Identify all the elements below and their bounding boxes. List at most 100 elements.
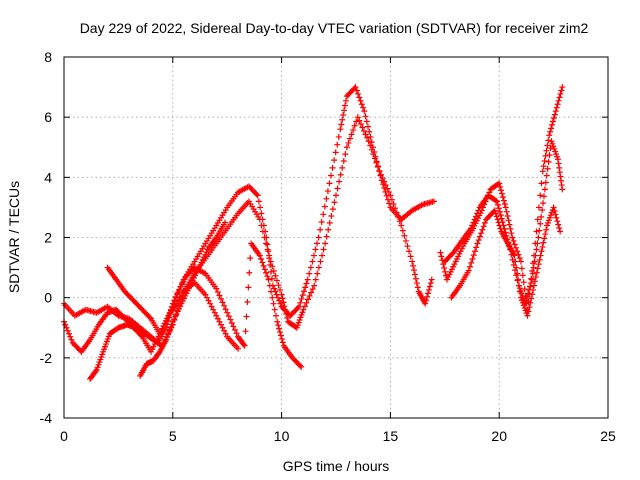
data-point [428,276,435,283]
data-point [550,204,557,211]
data-point [527,299,534,306]
data-point [497,183,504,190]
data-point [242,328,249,335]
data-point [261,266,268,273]
data-point [497,212,504,219]
data-point [528,295,535,302]
data-point [398,222,405,229]
data-point [269,294,276,301]
data-point [521,286,528,293]
data-point [340,112,347,119]
data-point [284,314,291,321]
data-point [381,178,388,185]
data-point [404,243,411,250]
series-track-5 [137,219,229,379]
data-point [311,282,318,289]
data-point [65,330,72,337]
data-point [309,286,316,293]
data-point [496,222,503,229]
data-point [216,292,223,299]
data-point [494,201,501,208]
data-point [514,248,521,255]
data-point [279,295,286,302]
data-point [263,269,270,276]
data-point [231,326,238,333]
data-point [449,250,456,257]
data-point [551,111,558,118]
data-point [540,200,547,207]
data-point [301,303,308,310]
data-point [246,269,253,276]
data-point [480,223,487,230]
data-point [264,246,271,253]
data-point [216,318,223,325]
data-point [277,329,284,336]
data-point [306,292,313,299]
data-point [534,216,541,223]
plot-frame [63,56,609,419]
data-point [257,204,264,211]
data-point [478,230,485,237]
data-point [362,113,369,120]
data-point [430,198,437,205]
data-point [469,255,476,262]
data-point [259,228,266,235]
data-point [469,222,476,229]
data-point [355,90,362,97]
data-point [305,296,312,303]
data-point [425,290,432,297]
data-point [553,214,560,221]
y-axis-label: SDTVAR / TECUs [6,181,22,293]
data-point [268,288,275,295]
data-point [363,118,370,125]
data-point [367,133,374,140]
data-point [422,300,429,307]
data-point [427,280,434,287]
y-tick-label: 8 [44,49,52,65]
data-point [413,280,420,287]
data-point [319,252,326,259]
data-point [310,252,317,259]
data-point [495,205,502,212]
data-point [171,297,178,304]
series-track-6 [437,84,566,313]
data-point [557,90,564,97]
data-point [540,163,547,170]
data-point [222,330,229,337]
data-point [559,84,566,91]
data-point [165,312,172,319]
data-point [426,283,433,290]
data-point [266,282,273,289]
data-point [282,307,289,314]
data-point [342,102,349,109]
data-point [524,312,531,319]
data-point [146,314,153,321]
series-track-7 [441,138,566,307]
data-point [325,226,332,233]
data-point [499,194,506,201]
data-point [281,303,288,310]
data-point [214,289,221,296]
data-point [333,192,339,199]
data-point [271,285,278,292]
data-point [410,262,417,269]
data-point [503,208,510,215]
data-point [336,178,343,185]
data-point [551,207,558,214]
data-point [501,200,508,207]
data-point [540,239,547,246]
data-point [395,213,402,220]
data-point [511,252,518,259]
data-point [530,286,537,293]
y-tick-label: -4 [40,410,53,426]
data-point [502,204,509,211]
data-point [531,258,538,265]
data-point [340,158,347,165]
data-point [240,341,247,348]
data-point [536,256,543,263]
data-point [297,299,304,306]
data-point [221,302,228,309]
data-point [265,276,272,283]
data-point [224,309,231,316]
data-point [475,207,482,214]
